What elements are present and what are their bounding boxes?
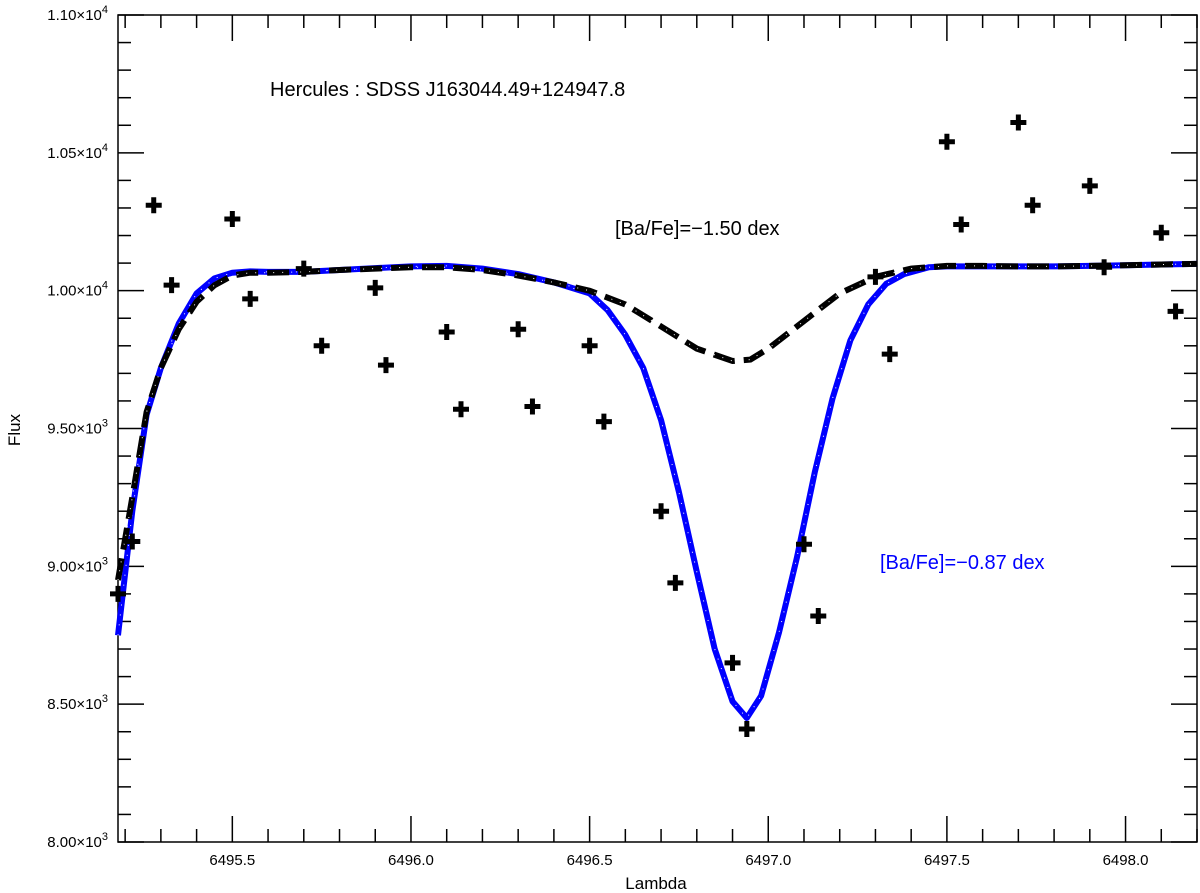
data-point [124,533,141,550]
plot-border [117,14,1198,843]
x-tick-label: 6498.0 [1103,852,1149,869]
data-point [145,197,162,214]
y-tick-label: 1.05×104 [47,142,108,162]
y-tick-label: 8.50×103 [47,693,108,713]
data-point [110,585,126,602]
chart-title: Hercules : SDSS J163044.49+124947.8 [270,79,625,101]
x-tick-label: 6497.0 [745,852,791,869]
data-point [295,260,312,277]
model-curve-solid-dots [117,263,1198,719]
data-point [224,210,241,227]
data-point [1153,224,1170,241]
data-point [452,401,469,418]
y-axis-title: Flux [5,413,24,446]
plot-frame [117,14,1198,843]
data-point [510,321,527,338]
series-layer [115,260,1198,721]
annotation-ba-fe-minus-0.87: [Ba/Fe]=−0.87 dex [880,552,1045,574]
x-axis-title: Lambda [625,874,687,893]
data-point [595,413,612,430]
data-point [1010,114,1027,131]
points-layer [110,114,1184,737]
data-point [795,536,812,553]
data-point [242,290,259,307]
data-point [953,216,970,233]
model-curve-dashed [115,260,1198,581]
data-point [881,346,898,363]
data-point [867,268,884,285]
data-point [1096,259,1113,276]
data-point [653,503,670,520]
x-tick-label: 6497.5 [924,852,970,869]
data-point [377,357,394,374]
model-curve-solid [115,260,1198,721]
annotation-ba-fe-minus-1.50: [Ba/Fe]=−1.50 dex [615,218,780,240]
data-point [163,277,180,294]
y-tick-label: 8.00×103 [47,831,108,851]
y-axis-ticks: 8.00×103 8.50×103 9.00×103 9.50×103 1.00×104… [47,4,1197,851]
y-tick-label: 1.00×104 [47,280,108,300]
y-tick-label: 9.00×103 [47,555,108,575]
model-curve-dashed-dots [117,263,1198,581]
data-point [1167,303,1184,320]
data-point [313,337,330,354]
data-point [810,607,827,624]
x-tick-label: 6495.5 [209,852,255,869]
x-axis-ticks: 6495.5 6496.0 6496.5 6497.0 6497.5 6498.0 [124,15,1198,869]
data-point [938,133,955,150]
data-point [438,324,455,341]
data-point [367,279,384,296]
y-tick-label: 1.10×104 [47,4,108,24]
data-point [1081,177,1098,194]
x-tick-label: 6496.0 [388,852,434,869]
data-point [667,574,684,591]
data-point [524,398,541,415]
x-tick-label: 6496.5 [567,852,613,869]
data-point [1024,197,1041,214]
data-point [738,720,755,737]
data-point [724,654,741,671]
y-tick-label: 9.50×103 [47,418,108,438]
data-point [581,337,598,354]
